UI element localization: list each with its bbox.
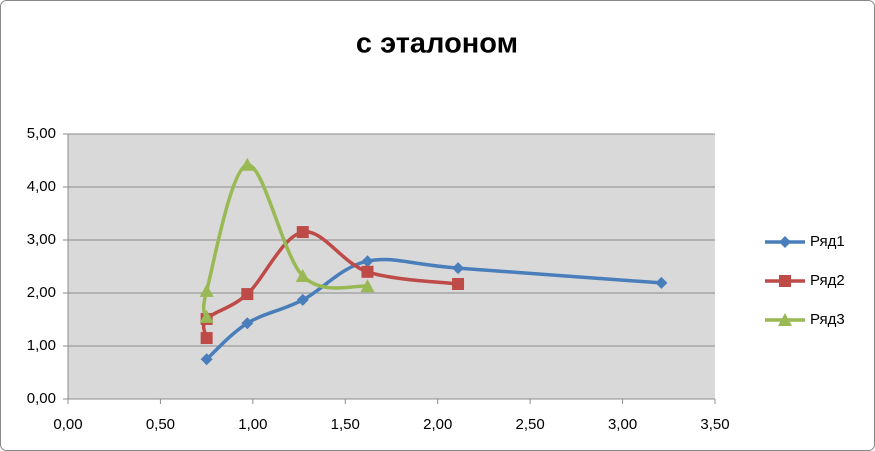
y-tick-label: 1,00 xyxy=(27,337,56,354)
marker xyxy=(360,279,375,293)
marker xyxy=(241,288,254,301)
chart-title: с эталоном xyxy=(356,28,518,60)
marker xyxy=(296,226,309,239)
marker xyxy=(779,236,791,248)
legend-label: Ряд3 xyxy=(810,311,845,328)
y-tick-label: 5,00 xyxy=(27,125,56,142)
y-tick-label: 3,00 xyxy=(27,231,56,248)
marker xyxy=(296,293,309,306)
x-tick-label: 0,50 xyxy=(146,416,175,433)
marker xyxy=(200,332,213,345)
legend-label: Ряд2 xyxy=(810,272,845,289)
y-tick-label: 2,00 xyxy=(27,284,56,301)
y-tick-label: 0,00 xyxy=(27,390,56,407)
marker xyxy=(241,317,254,330)
marker xyxy=(361,265,374,278)
legend-label: Ряд1 xyxy=(810,233,845,250)
x-tick-label: 2,00 xyxy=(423,416,452,433)
marker xyxy=(452,277,465,290)
x-tick-label: 3,50 xyxy=(700,416,729,433)
marker xyxy=(295,269,310,283)
x-tick-label: 2,50 xyxy=(516,416,545,433)
marker xyxy=(200,353,213,366)
marker xyxy=(199,309,214,323)
x-tick-label: 3,00 xyxy=(608,416,637,433)
marker xyxy=(240,157,255,171)
marker xyxy=(361,255,374,268)
marker xyxy=(655,276,668,289)
plot-area xyxy=(68,134,715,399)
x-tick-label: 1,00 xyxy=(238,416,267,433)
x-tick-label: 0,00 xyxy=(53,416,82,433)
marker xyxy=(779,275,791,287)
marker xyxy=(199,283,214,297)
y-tick-label: 4,00 xyxy=(27,178,56,195)
x-tick-label: 1,50 xyxy=(331,416,360,433)
marker xyxy=(778,313,792,326)
marker xyxy=(452,262,465,275)
